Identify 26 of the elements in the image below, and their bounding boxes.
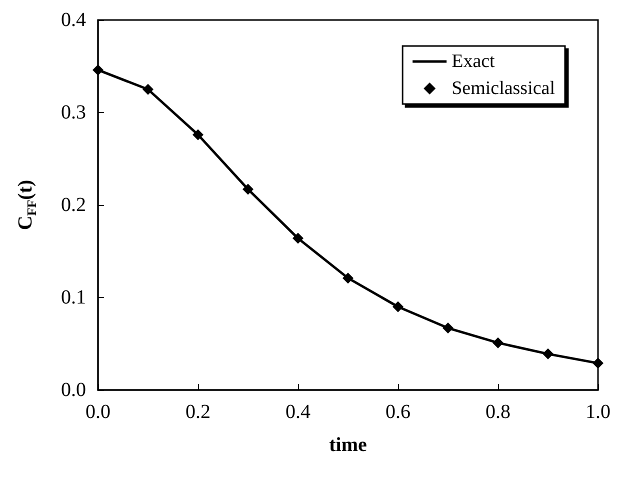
x-tick-label: 0.0: [86, 401, 110, 423]
legend-label: Exact: [452, 51, 496, 72]
point: [592, 358, 604, 369]
point: [392, 301, 404, 312]
x-tick-label: 0.2: [186, 401, 210, 423]
point: [542, 348, 554, 360]
legend-label: Semiclassical: [452, 78, 556, 99]
x-axis-title: time: [329, 434, 367, 456]
point: [292, 232, 304, 244]
y-tick-label: 0.4: [61, 9, 86, 31]
y-tick-label: 0.2: [61, 194, 86, 216]
point: [492, 337, 504, 348]
y-tick-label: 0.1: [61, 286, 86, 308]
point: [92, 64, 104, 76]
y-tick-label: 0.3: [61, 102, 86, 124]
point: [442, 322, 454, 334]
point: [142, 84, 154, 95]
x-tick-label: 0.6: [386, 401, 410, 423]
x-tick-label: 0.4: [286, 401, 310, 423]
point: [242, 184, 254, 195]
y-axis-title: CFF(t): [14, 180, 39, 230]
y-tick-label: 0.0: [61, 379, 86, 401]
x-tick-label: 0.8: [486, 401, 510, 423]
point: [192, 129, 204, 140]
x-tick-label: 1.0: [586, 401, 610, 423]
point: [342, 272, 354, 284]
